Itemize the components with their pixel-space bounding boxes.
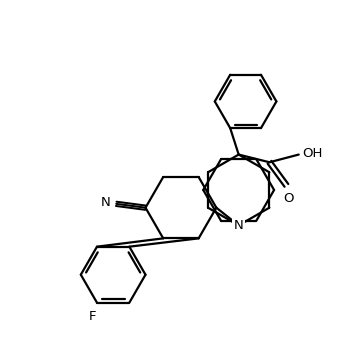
Text: O: O [283,191,294,205]
Text: N: N [234,219,244,232]
Text: N: N [100,196,110,209]
Text: OH: OH [302,147,322,159]
Text: F: F [89,310,96,323]
